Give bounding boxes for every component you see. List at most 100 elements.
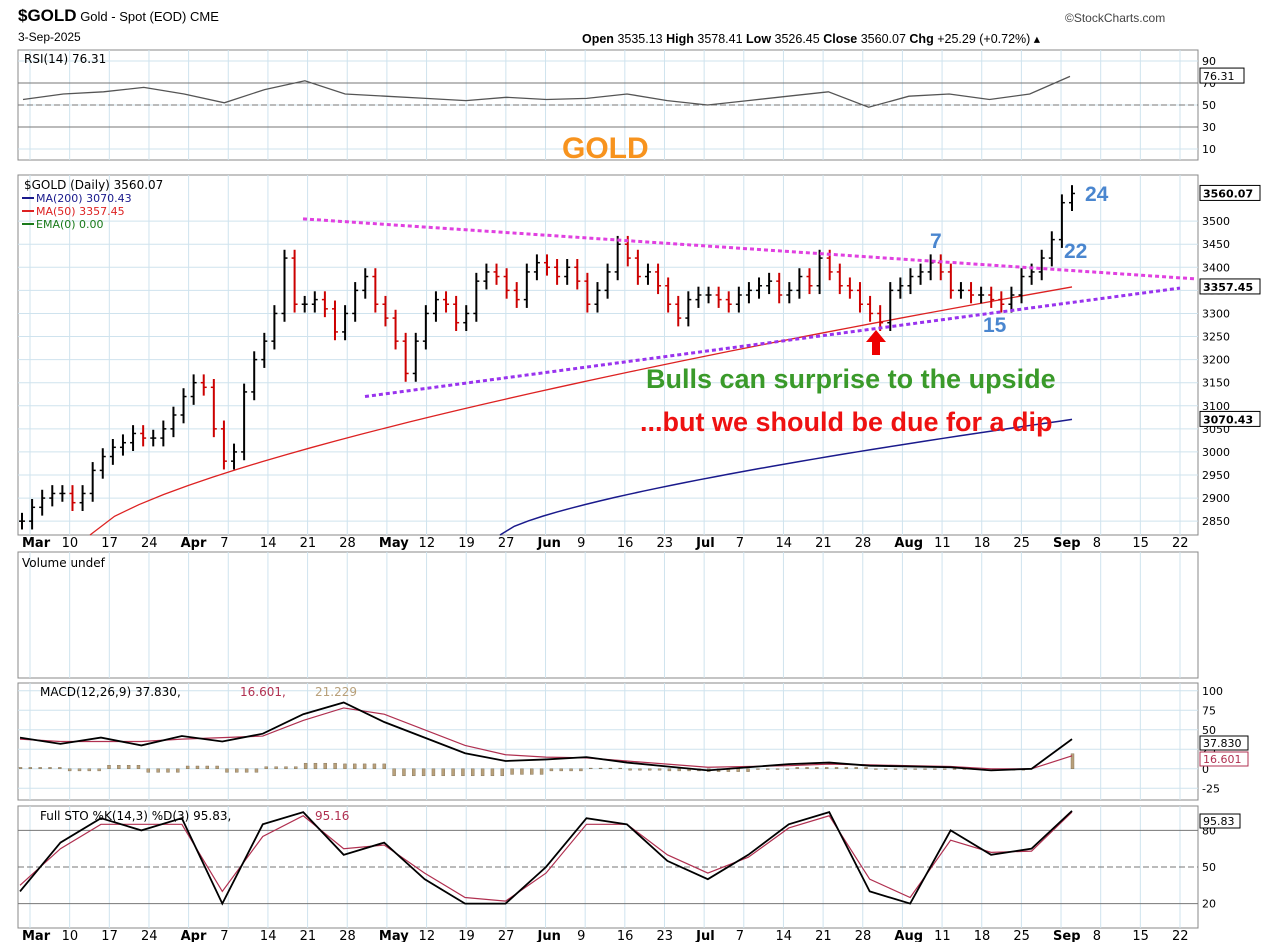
macd-hist-bar [176,768,180,773]
macd-hist-bar [579,768,583,772]
macd-line [19,701,1073,772]
upper-trendline [302,217,1196,281]
macd-hist-bar [559,768,563,772]
x-tick-label: 12 [419,536,436,551]
macd-hist-bar [510,768,514,775]
x-tick-label-bottom: 23 [656,929,673,942]
price-value-box [1199,278,1261,295]
price-tick-label: 3400 [1202,261,1230,274]
x-tick-label: 22 [1172,536,1189,551]
macd-hist-bar [874,768,878,770]
day-24-label: 24 [1085,183,1109,206]
x-tick-label: 28 [339,536,356,551]
x-tick-label-bottom: 10 [62,929,79,942]
x-tick-label: Jul [695,536,715,551]
x-tick-label-bottom: 25 [1013,929,1030,942]
macd-hist-bar [844,767,849,769]
price-tick-label: 3500 [1202,215,1230,228]
x-tick-label: Apr [181,536,207,551]
x-tick-label-bottom: 21 [815,929,832,942]
macd-hist-bar [136,765,141,769]
macd-hist-bar [294,766,298,769]
x-tick-label: Jun [537,536,561,551]
dip-annotation: ...but we should be due for a dip [640,407,1053,437]
sto-tick-label: 50 [1202,861,1216,874]
macd-hist-bar [893,768,898,770]
x-tick-label: Mar [22,536,51,551]
macd-hist-bar [805,767,809,769]
chart-title: $GOLD Gold - Spot (EOD) CME [18,6,219,26]
macd-hist-bar [274,766,278,769]
macd-hist-bar [126,765,131,769]
macd-hist-bar [766,768,770,770]
macd-hist-bar [205,765,210,770]
macd-label: MACD(12,26,9) 37.830, [40,685,181,699]
macd-hist-bar [883,768,888,770]
rsi-label: RSI(14) 76.31 [24,52,106,66]
rsi-line [22,75,1071,108]
macd-hist-bar [618,767,622,770]
x-tick-label: 28 [855,536,872,551]
macd-hist-bar [471,768,475,777]
macd-hist-bar [913,768,917,770]
day-22-label: 22 [1064,240,1088,263]
rsi-tick-label: 50 [1202,99,1216,112]
ma50-line [89,286,1073,536]
price-tick-label: 3450 [1202,238,1230,251]
signal-value: 16.601 [1203,753,1242,766]
x-tick-label: 25 [1013,536,1030,551]
bulls-annotation: Bulls can surprise to the upside [646,364,1056,394]
macd-hist-bar [107,765,111,769]
macd-hist-bar [382,763,386,769]
x-tick-label: 11 [934,536,951,551]
macd-hist-bar [235,768,239,773]
macd-hist-bar [97,768,101,772]
macd-hist-bar [87,768,92,772]
x-tick-label: Sep [1053,536,1081,551]
macd-hist-bar [353,763,357,769]
x-tick-label: 15 [1132,536,1149,551]
macd-hist-bar [923,768,927,770]
ohlc-readout: Open 3535.13 High 3578.41 Low 3526.45 Cl… [582,32,1041,46]
macd-value: 37.830 [1203,737,1242,750]
panel-vol [17,551,1199,679]
macd-hist-bar [284,766,288,769]
day-7-label: 7 [930,230,942,253]
macd-hist-label: 21.229 [315,685,357,699]
macd-hist-bar [834,767,839,769]
macd-hist-bar [756,768,760,770]
macd-hist-bar [815,767,819,769]
macd-hist-bar [441,768,445,777]
macd-hist-bar [539,768,544,775]
x-tick-label-bottom: 12 [419,929,436,942]
macd-hist-bar [166,768,170,773]
macd-hist-bar [77,768,82,772]
macd-hist-bar [480,768,485,777]
macd-hist-bar [933,768,937,770]
x-tick-label: 9 [577,536,585,551]
symbol: $GOLD [18,6,77,25]
macd-hist-bar [58,767,62,769]
x-tick-label: 8 [1093,536,1101,551]
macd-hist-bar [402,768,406,777]
x-tick-label-bottom: Aug [894,929,923,942]
macd-tick-label: 0 [1202,763,1209,776]
x-tick-label: May [379,536,409,551]
macd-hist-bar [638,768,642,771]
ma200-line [499,418,1073,536]
macd-hist-bar [421,768,426,777]
price-tick-label: 2900 [1202,492,1230,505]
chart-date: 3-Sep-2025 [18,30,81,44]
macd-hist-bar [225,768,229,773]
macd-hist-bar [942,768,947,770]
macd-hist-bar [117,765,121,769]
macd-hist-bar [254,768,259,773]
macd-hist-bar [323,762,327,770]
x-tick-label-bottom: 19 [458,929,475,942]
macd-hist-bar [38,767,42,769]
price-value-label: 3357.45 [1203,281,1253,294]
macd-hist-bar [431,768,436,777]
price-legend-item: MA(200) 3070.43 [36,192,132,205]
macd-hist-bar [608,767,613,770]
price-tick-label: 3000 [1202,446,1230,459]
